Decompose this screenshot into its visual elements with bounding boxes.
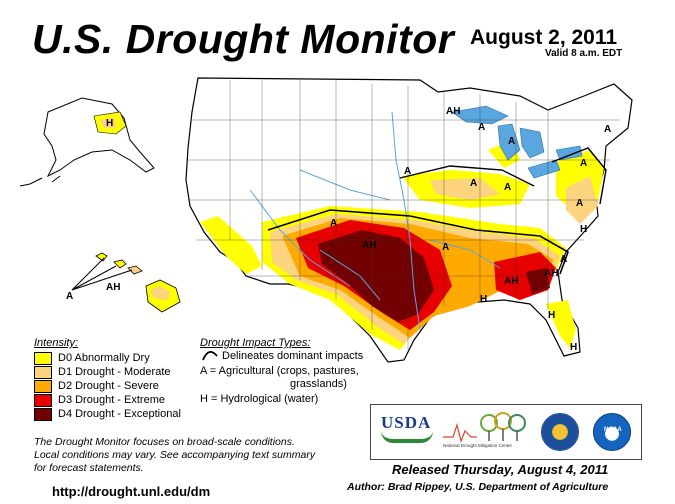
legend-item-d4: D4 Drought - Exceptional — [34, 407, 181, 421]
release-date: Released Thursday, August 4, 2011 — [392, 462, 609, 477]
ndmc-logo: National Drought Mitigation Center — [443, 411, 533, 455]
label-ah-great-lakes: AH — [446, 106, 460, 117]
label-a-ia: A — [404, 166, 411, 177]
author-credit: Author: Brad Rippey, U.S. Department of … — [347, 481, 609, 493]
hawaii-kauai — [95, 252, 108, 262]
impact-line-midwest — [399, 165, 535, 187]
commerce-seal-icon — [541, 413, 579, 451]
legend-item-d2: D2 Drought - Severe — [34, 379, 159, 393]
usda-wave-icon — [381, 431, 433, 443]
label-a-mid-atl: A — [576, 198, 583, 209]
impact-ag-line2: grasslands) — [290, 378, 347, 390]
legend-label-d1: D1 Drought - Moderate — [58, 366, 171, 378]
label-h-fl: H — [548, 310, 555, 321]
ndmc-trees-icon — [443, 412, 526, 443]
label-h-al: H — [480, 294, 487, 305]
label-ah-ga: AH — [544, 268, 558, 279]
label-a-ar: A — [442, 242, 449, 253]
note-line-1: The Drought Monitor focuses on broad-sca… — [34, 436, 295, 448]
impact-line-icon — [202, 351, 218, 361]
intensity-legend-title: Intensity: — [34, 337, 79, 349]
label-h-fl-south: H — [570, 342, 577, 353]
rivers — [249, 111, 501, 331]
impact-ag-line1: A = Agricultural (crops, pastures, — [200, 365, 359, 377]
legend-item-d1: D1 Drought - Moderate — [34, 365, 171, 379]
label-a-ne: A — [604, 124, 611, 135]
ndmc-logo-text: National Drought Mitigation Center — [443, 443, 513, 448]
label-ah-tx: AH — [362, 240, 376, 251]
map-title: U.S. Drought Monitor — [32, 16, 455, 62]
noaa-logo-text: NOAA — [604, 427, 622, 433]
alaska-islands — [19, 175, 61, 187]
impact-legend-title: Drought Impact Types: — [200, 337, 311, 349]
usda-logo-text: USDA — [381, 413, 432, 432]
usda-logo: USDA — [381, 413, 433, 443]
state-lines — [188, 80, 620, 350]
legend-item-d3: D3 Drought - Extreme — [34, 393, 165, 407]
alaska-outline — [43, 97, 155, 178]
partner-logos: USDA National Drought Mitigation Center … — [370, 404, 642, 460]
label-a-ks: A — [330, 218, 337, 229]
hawaii-big-island-d1 — [150, 286, 170, 300]
note-line-2: Local conditions may vary. See accompany… — [34, 449, 316, 461]
label-a-mi: A — [508, 136, 515, 147]
legend-label-d4: D4 Drought - Exceptional — [58, 408, 181, 420]
d4-georgia — [526, 268, 550, 294]
hawaii-maui — [127, 265, 143, 275]
legend-swatch-d2 — [34, 379, 52, 393]
label-a-sc: A — [560, 254, 567, 265]
label-a-il: A — [470, 178, 477, 189]
label-h-va: H — [580, 224, 587, 235]
label-ah-ms: AH — [504, 276, 518, 287]
legend-label-d2: D2 Drought - Severe — [58, 380, 159, 392]
label-a-oh: A — [504, 182, 511, 193]
label-a-pa: A — [580, 158, 587, 169]
website-link[interactable]: http://drought.unl.edu/dm — [52, 484, 211, 499]
hawaii-oahu — [113, 259, 127, 269]
legend-swatch-d3 — [34, 393, 52, 407]
legend-swatch-d4 — [34, 407, 52, 421]
hawaii-pointers — [71, 257, 133, 291]
legend-swatch-d0 — [34, 351, 52, 365]
legend-label-d3: D3 Drought - Extreme — [58, 394, 165, 406]
contiguous-us — [185, 77, 633, 363]
label-hi-a: A — [66, 291, 73, 302]
label-a-wi: A — [478, 122, 485, 133]
legend-label-d0: D0 Abnormally Dry — [58, 352, 150, 364]
impact-line-south — [267, 209, 569, 275]
legend-swatch-d1 — [34, 365, 52, 379]
impact-hydro: H = Hydrological (water) — [200, 393, 319, 405]
d1-ohio-valley — [430, 178, 500, 200]
hawaii — [71, 252, 181, 313]
label-hi-ah: AH — [106, 282, 120, 293]
valid-time: Valid 8 a.m. EDT — [545, 48, 623, 59]
note-line-3: for forecast statements. — [34, 462, 144, 474]
label-ak-h: H — [106, 118, 113, 129]
alaska-d1 — [100, 118, 116, 128]
noaa-logo: NOAA — [593, 413, 631, 451]
d0-west — [200, 216, 262, 274]
alaska — [19, 97, 155, 187]
impact-line-label: Delineates dominant impacts — [222, 350, 364, 362]
impact-line-northeast — [551, 147, 607, 205]
map-date: August 2, 2011 — [470, 26, 618, 49]
legend-item-d0: D0 Abnormally Dry — [34, 351, 150, 365]
disclaimer-note: The Drought Monitor focuses on broad-sca… — [34, 436, 315, 475]
d0-florida — [546, 300, 576, 348]
